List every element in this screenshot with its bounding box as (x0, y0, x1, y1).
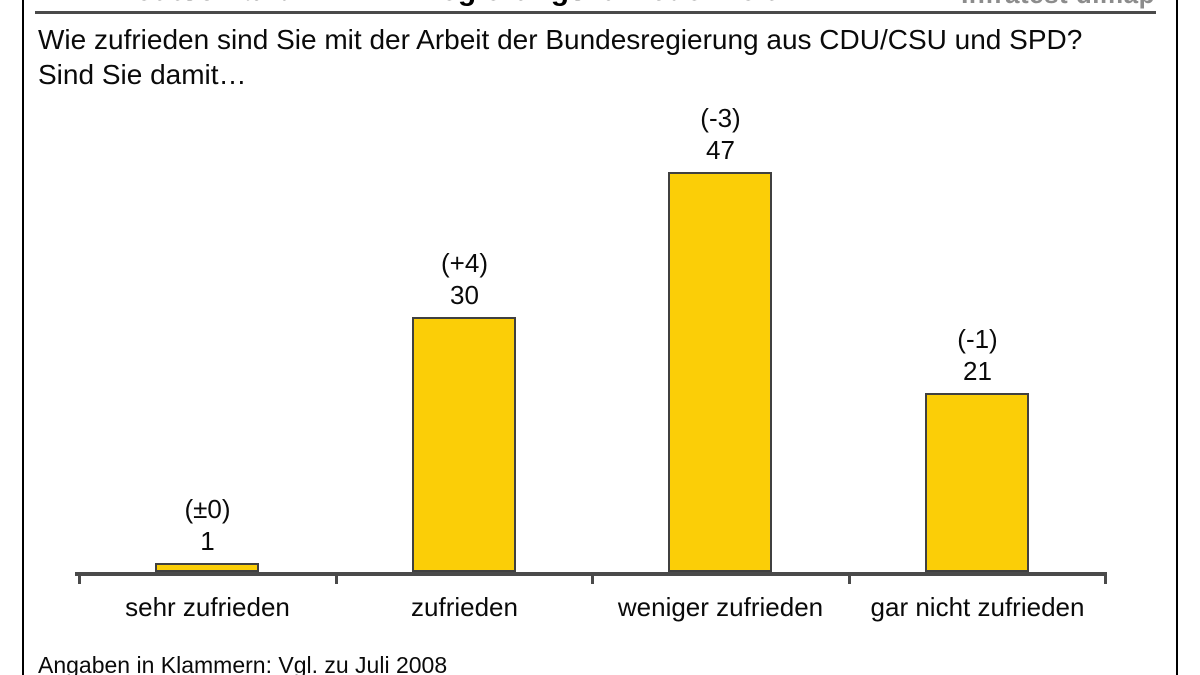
bar-1 (155, 563, 259, 572)
bar-4 (925, 393, 1029, 572)
change-label: (-3) (700, 103, 741, 133)
x-axis-tick (78, 572, 81, 584)
change-label: (-1) (957, 324, 998, 354)
brand-logo: Infratest dimap (961, 0, 1155, 8)
x-axis-tick (1104, 572, 1107, 584)
value-label: 47 (706, 135, 735, 165)
value-label: 1 (200, 526, 215, 556)
title-rule (35, 11, 1156, 14)
category-label: gar nicht zufrieden (870, 592, 1085, 622)
change-label: (±0) (184, 494, 231, 524)
bar-value-labels: (+4) 30 (336, 247, 593, 311)
x-axis-tick (848, 572, 851, 584)
category-label: weniger zufrieden (617, 592, 824, 622)
slide-border-right (1176, 0, 1178, 675)
footnote: Angaben in Klammern: Vgl. zu Juli 2008 (38, 652, 448, 675)
value-label: 30 (450, 280, 479, 310)
change-label: (+4) (441, 248, 488, 278)
value-label: 21 (963, 356, 992, 386)
category-label: zufrieden (411, 592, 518, 622)
bar-2 (412, 317, 516, 572)
x-axis-tick (591, 572, 594, 584)
x-axis-tick (335, 572, 338, 584)
question-text: Wie zufrieden sind Sie mit der Arbeit de… (38, 24, 1083, 90)
category-label: sehr zufrieden (125, 592, 290, 622)
bar-3 (668, 172, 772, 572)
slide-border-left (22, 0, 24, 675)
bar-value-labels: (-1) 21 (849, 323, 1106, 387)
bar-value-labels: (±0) 1 (79, 493, 336, 557)
page-title: ARD-DeutschlandTREND: Regierungszufriede… (38, 0, 775, 8)
bar-value-labels: (-3) 47 (592, 102, 849, 166)
